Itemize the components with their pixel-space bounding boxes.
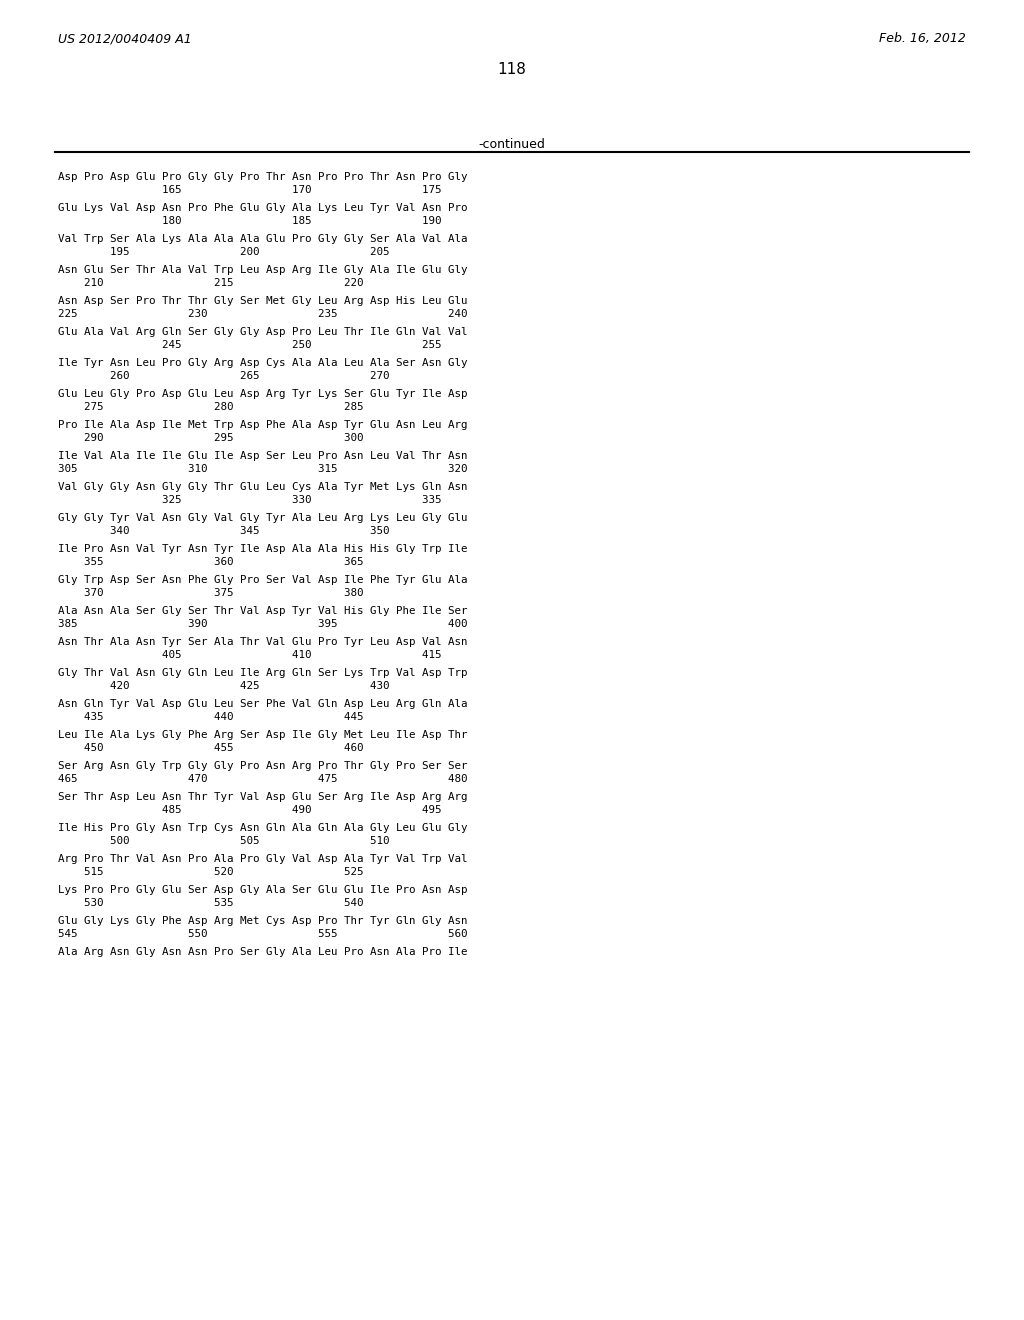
Text: Leu Ile Ala Lys Gly Phe Arg Ser Asp Ile Gly Met Leu Ile Asp Thr: Leu Ile Ala Lys Gly Phe Arg Ser Asp Ile …: [58, 730, 468, 741]
Text: 355                 360                 365: 355 360 365: [58, 557, 364, 568]
Text: 435                 440                 445: 435 440 445: [58, 711, 364, 722]
Text: 275                 280                 285: 275 280 285: [58, 403, 364, 412]
Text: Gly Trp Asp Ser Asn Phe Gly Pro Ser Val Asp Ile Phe Tyr Glu Ala: Gly Trp Asp Ser Asn Phe Gly Pro Ser Val …: [58, 576, 468, 585]
Text: Val Gly Gly Asn Gly Gly Thr Glu Leu Cys Ala Tyr Met Lys Gln Asn: Val Gly Gly Asn Gly Gly Thr Glu Leu Cys …: [58, 482, 468, 492]
Text: Gly Gly Tyr Val Asn Gly Val Gly Tyr Ala Leu Arg Lys Leu Gly Glu: Gly Gly Tyr Val Asn Gly Val Gly Tyr Ala …: [58, 513, 468, 523]
Text: Glu Leu Gly Pro Asp Glu Leu Asp Arg Tyr Lys Ser Glu Tyr Ile Asp: Glu Leu Gly Pro Asp Glu Leu Asp Arg Tyr …: [58, 389, 468, 399]
Text: 165                 170                 175: 165 170 175: [58, 185, 441, 195]
Text: Ala Asn Ala Ser Gly Ser Thr Val Asp Tyr Val His Gly Phe Ile Ser: Ala Asn Ala Ser Gly Ser Thr Val Asp Tyr …: [58, 606, 468, 616]
Text: 195                 200                 205: 195 200 205: [58, 247, 389, 257]
Text: 385                 390                 395                 400: 385 390 395 400: [58, 619, 468, 630]
Text: Feb. 16, 2012: Feb. 16, 2012: [880, 32, 966, 45]
Text: Ile Pro Asn Val Tyr Asn Tyr Ile Asp Ala Ala His His Gly Trp Ile: Ile Pro Asn Val Tyr Asn Tyr Ile Asp Ala …: [58, 544, 468, 554]
Text: Asn Asp Ser Pro Thr Thr Gly Ser Met Gly Leu Arg Asp His Leu Glu: Asn Asp Ser Pro Thr Thr Gly Ser Met Gly …: [58, 296, 468, 306]
Text: 500                 505                 510: 500 505 510: [58, 836, 389, 846]
Text: 485                 490                 495: 485 490 495: [58, 805, 441, 814]
Text: Ile Val Ala Ile Ile Glu Ile Asp Ser Leu Pro Asn Leu Val Thr Asn: Ile Val Ala Ile Ile Glu Ile Asp Ser Leu …: [58, 451, 468, 461]
Text: Asn Thr Ala Asn Tyr Ser Ala Thr Val Glu Pro Tyr Leu Asp Val Asn: Asn Thr Ala Asn Tyr Ser Ala Thr Val Glu …: [58, 638, 468, 647]
Text: 305                 310                 315                 320: 305 310 315 320: [58, 465, 468, 474]
Text: US 2012/0040409 A1: US 2012/0040409 A1: [58, 32, 191, 45]
Text: 290                 295                 300: 290 295 300: [58, 433, 364, 444]
Text: Asn Glu Ser Thr Ala Val Trp Leu Asp Arg Ile Gly Ala Ile Glu Gly: Asn Glu Ser Thr Ala Val Trp Leu Asp Arg …: [58, 265, 468, 275]
Text: 405                 410                 415: 405 410 415: [58, 649, 441, 660]
Text: 370                 375                 380: 370 375 380: [58, 587, 364, 598]
Text: 180                 185                 190: 180 185 190: [58, 216, 441, 226]
Text: Lys Pro Pro Gly Glu Ser Asp Gly Ala Ser Glu Glu Ile Pro Asn Asp: Lys Pro Pro Gly Glu Ser Asp Gly Ala Ser …: [58, 884, 468, 895]
Text: 515                 520                 525: 515 520 525: [58, 867, 364, 876]
Text: Val Trp Ser Ala Lys Ala Ala Ala Glu Pro Gly Gly Ser Ala Val Ala: Val Trp Ser Ala Lys Ala Ala Ala Glu Pro …: [58, 234, 468, 244]
Text: 450                 455                 460: 450 455 460: [58, 743, 364, 752]
Text: 340                 345                 350: 340 345 350: [58, 525, 389, 536]
Text: Asp Pro Asp Glu Pro Gly Gly Pro Thr Asn Pro Pro Thr Asn Pro Gly: Asp Pro Asp Glu Pro Gly Gly Pro Thr Asn …: [58, 172, 468, 182]
Text: Glu Lys Val Asp Asn Pro Phe Glu Gly Ala Lys Leu Tyr Val Asn Pro: Glu Lys Val Asp Asn Pro Phe Glu Gly Ala …: [58, 203, 468, 213]
Text: Ser Arg Asn Gly Trp Gly Gly Pro Asn Arg Pro Thr Gly Pro Ser Ser: Ser Arg Asn Gly Trp Gly Gly Pro Asn Arg …: [58, 762, 468, 771]
Text: Glu Gly Lys Gly Phe Asp Arg Met Cys Asp Pro Thr Tyr Gln Gly Asn: Glu Gly Lys Gly Phe Asp Arg Met Cys Asp …: [58, 916, 468, 927]
Text: 465                 470                 475                 480: 465 470 475 480: [58, 774, 468, 784]
Text: Ala Arg Asn Gly Asn Asn Pro Ser Gly Ala Leu Pro Asn Ala Pro Ile: Ala Arg Asn Gly Asn Asn Pro Ser Gly Ala …: [58, 946, 468, 957]
Text: 260                 265                 270: 260 265 270: [58, 371, 389, 381]
Text: Arg Pro Thr Val Asn Pro Ala Pro Gly Val Asp Ala Tyr Val Trp Val: Arg Pro Thr Val Asn Pro Ala Pro Gly Val …: [58, 854, 468, 865]
Text: Ser Thr Asp Leu Asn Thr Tyr Val Asp Glu Ser Arg Ile Asp Arg Arg: Ser Thr Asp Leu Asn Thr Tyr Val Asp Glu …: [58, 792, 468, 803]
Text: Asn Gln Tyr Val Asp Glu Leu Ser Phe Val Gln Asp Leu Arg Gln Ala: Asn Gln Tyr Val Asp Glu Leu Ser Phe Val …: [58, 700, 468, 709]
Text: 545                 550                 555                 560: 545 550 555 560: [58, 929, 468, 939]
Text: Gly Thr Val Asn Gly Gln Leu Ile Arg Gln Ser Lys Trp Val Asp Trp: Gly Thr Val Asn Gly Gln Leu Ile Arg Gln …: [58, 668, 468, 678]
Text: 210                 215                 220: 210 215 220: [58, 279, 364, 288]
Text: 420                 425                 430: 420 425 430: [58, 681, 389, 690]
Text: Glu Ala Val Arg Gln Ser Gly Gly Asp Pro Leu Thr Ile Gln Val Val: Glu Ala Val Arg Gln Ser Gly Gly Asp Pro …: [58, 327, 468, 337]
Text: 225                 230                 235                 240: 225 230 235 240: [58, 309, 468, 319]
Text: Ile His Pro Gly Asn Trp Cys Asn Gln Ala Gln Ala Gly Leu Glu Gly: Ile His Pro Gly Asn Trp Cys Asn Gln Ala …: [58, 822, 468, 833]
Text: 530                 535                 540: 530 535 540: [58, 898, 364, 908]
Text: 325                 330                 335: 325 330 335: [58, 495, 441, 506]
Text: 118: 118: [498, 62, 526, 77]
Text: Pro Ile Ala Asp Ile Met Trp Asp Phe Ala Asp Tyr Glu Asn Leu Arg: Pro Ile Ala Asp Ile Met Trp Asp Phe Ala …: [58, 420, 468, 430]
Text: 245                 250                 255: 245 250 255: [58, 341, 441, 350]
Text: Ile Tyr Asn Leu Pro Gly Arg Asp Cys Ala Ala Leu Ala Ser Asn Gly: Ile Tyr Asn Leu Pro Gly Arg Asp Cys Ala …: [58, 358, 468, 368]
Text: -continued: -continued: [478, 139, 546, 150]
